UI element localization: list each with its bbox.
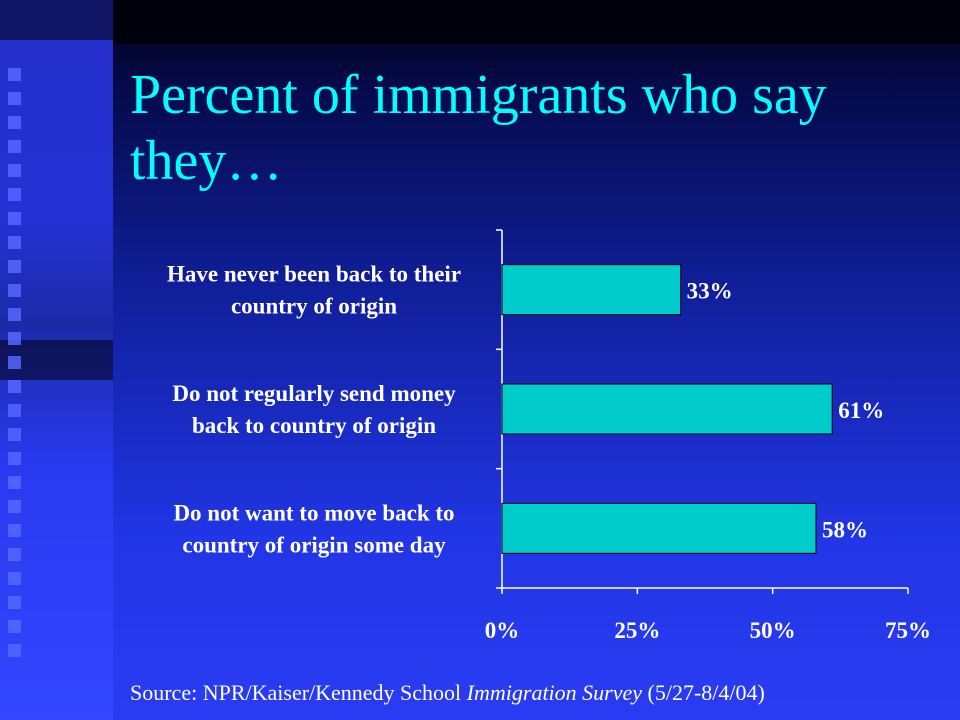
data-labels: 33% 61% 58%: [687, 279, 885, 543]
category-label: country of origin: [231, 294, 397, 319]
source-prefix: Source: NPR/Kaiser/Kennedy School: [130, 680, 467, 705]
data-label: 33%: [687, 279, 733, 304]
x-tick-label: 50%: [750, 618, 796, 643]
category-label: Do not want to move back to: [173, 500, 454, 525]
chart-bars: [501, 264, 833, 554]
x-tick-label: 25%: [614, 618, 660, 643]
top-dark-band: [113, 0, 960, 44]
bar: [501, 264, 682, 316]
source-suffix: (5/27-8/4/04): [642, 680, 765, 705]
slide-title: Percent of immigrants who say they…: [130, 64, 827, 192]
category-label: country of origin some day: [182, 532, 446, 557]
category-labels: Have never been back to their country of …: [167, 262, 461, 558]
category-label: back to country of origin: [192, 413, 436, 438]
category-label: Have never been back to their: [167, 262, 461, 287]
x-tick-labels: 0% 25% 50% 75%: [485, 618, 931, 643]
source-survey-name: Immigration Survey: [466, 680, 643, 705]
bar: [501, 383, 833, 435]
bar: [501, 502, 817, 554]
category-label: Do not regularly send money: [172, 381, 456, 406]
x-tick-label: 0%: [485, 618, 520, 643]
source-note: Source: NPR/Kaiser/Kennedy School Immigr…: [130, 680, 765, 706]
decorative-squares: [8, 68, 22, 668]
x-tick-label: 75%: [885, 618, 931, 643]
data-label: 58%: [822, 517, 868, 542]
left-decorative-band: [0, 0, 113, 720]
data-label: 61%: [838, 398, 884, 423]
